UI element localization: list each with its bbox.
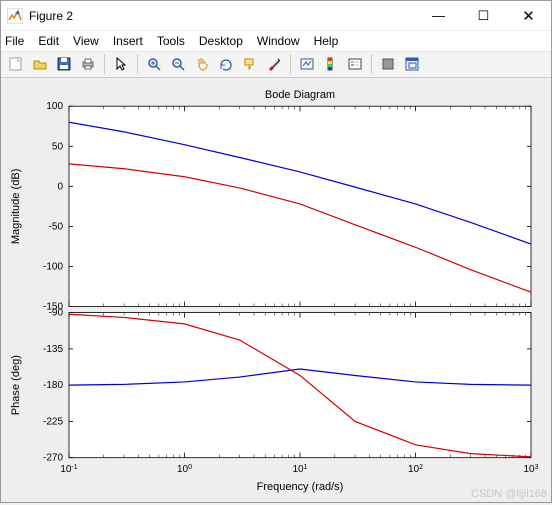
menu-tools[interactable]: Tools (157, 34, 185, 48)
menubar: File Edit View Insert Tools Desktop Wind… (1, 31, 551, 52)
legend-icon[interactable] (344, 53, 366, 75)
toolbar (1, 52, 551, 78)
figure-window: Figure 2 — ☐ ✕ File Edit View Insert Too… (0, 0, 552, 503)
menu-help[interactable]: Help (314, 34, 339, 48)
brush-icon[interactable] (263, 53, 285, 75)
menu-edit[interactable]: Edit (38, 34, 59, 48)
save-icon[interactable] (53, 53, 75, 75)
svg-text:-270: -270 (43, 453, 63, 464)
dock-icon[interactable] (401, 53, 423, 75)
new-figure-icon[interactable] (5, 53, 27, 75)
svg-text:-180: -180 (43, 380, 63, 391)
menu-window[interactable]: Window (257, 34, 300, 48)
plot-area: -150-100-50050100Magnitude (dB)-270-225-… (1, 78, 551, 502)
rotate-icon[interactable] (215, 53, 237, 75)
datatip-icon[interactable] (239, 53, 261, 75)
watermark: CSDN @lijil168 (471, 488, 547, 500)
toolbar-sep (371, 54, 372, 74)
svg-text:-100: -100 (43, 261, 63, 272)
menu-view[interactable]: View (73, 34, 99, 48)
matlab-icon (7, 8, 23, 24)
toolbar-sep (290, 54, 291, 74)
svg-text:-225: -225 (43, 416, 63, 427)
maximize-button[interactable]: ☐ (461, 1, 506, 31)
svg-text:-90: -90 (49, 308, 64, 319)
zoom-in-icon[interactable] (143, 53, 165, 75)
svg-text:Bode Diagram: Bode Diagram (265, 89, 335, 101)
open-icon[interactable] (29, 53, 51, 75)
bode-diagram: -150-100-50050100Magnitude (dB)-270-225-… (1, 78, 551, 502)
menu-insert[interactable]: Insert (113, 34, 143, 48)
svg-text:Magnitude (dB): Magnitude (dB) (10, 169, 22, 245)
pointer-icon[interactable] (110, 53, 132, 75)
svg-text:Phase (deg): Phase (deg) (10, 355, 22, 415)
menu-desktop[interactable]: Desktop (199, 34, 243, 48)
menu-file[interactable]: File (5, 34, 24, 48)
svg-text:50: 50 (52, 141, 64, 152)
svg-text:100: 100 (46, 101, 63, 112)
colorbar-icon[interactable] (320, 53, 342, 75)
link-icon[interactable] (296, 53, 318, 75)
minimize-button[interactable]: — (416, 1, 461, 31)
toolbar-sep (137, 54, 138, 74)
svg-text:0: 0 (57, 181, 63, 192)
titlebar: Figure 2 — ☐ ✕ (1, 1, 551, 31)
window-controls: — ☐ ✕ (416, 1, 551, 31)
svg-text:-135: -135 (43, 344, 63, 355)
hide-tools-icon[interactable] (377, 53, 399, 75)
zoom-out-icon[interactable] (167, 53, 189, 75)
pan-icon[interactable] (191, 53, 213, 75)
svg-text:Frequency (rad/s): Frequency (rad/s) (257, 481, 344, 493)
print-icon[interactable] (77, 53, 99, 75)
close-button[interactable]: ✕ (506, 1, 551, 31)
window-title: Figure 2 (29, 9, 416, 23)
toolbar-sep (104, 54, 105, 74)
svg-text:-50: -50 (49, 221, 64, 232)
